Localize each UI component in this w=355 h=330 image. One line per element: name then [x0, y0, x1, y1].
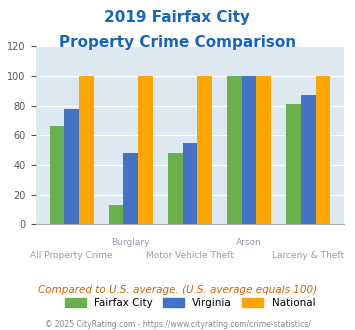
Bar — [64, 109, 79, 224]
Bar — [79, 76, 94, 224]
Bar — [256, 76, 271, 224]
Bar — [316, 76, 330, 224]
Bar — [124, 153, 138, 224]
Text: All Property Crime: All Property Crime — [31, 251, 113, 260]
Bar — [242, 76, 256, 224]
Bar — [50, 126, 64, 224]
Bar — [168, 153, 182, 224]
Text: © 2025 CityRating.com - https://www.cityrating.com/crime-statistics/: © 2025 CityRating.com - https://www.city… — [45, 320, 310, 329]
Text: Compared to U.S. average. (U.S. average equals 100): Compared to U.S. average. (U.S. average … — [38, 285, 317, 295]
Bar — [301, 95, 316, 224]
Bar — [182, 143, 197, 224]
Bar — [286, 104, 301, 224]
Text: Burglary: Burglary — [111, 238, 150, 247]
Bar — [227, 76, 242, 224]
Text: 2019 Fairfax City: 2019 Fairfax City — [104, 10, 251, 25]
Text: Arson: Arson — [236, 238, 262, 247]
Legend: Fairfax City, Virginia, National: Fairfax City, Virginia, National — [61, 294, 319, 312]
Bar — [197, 76, 212, 224]
Bar — [109, 205, 124, 224]
Bar — [138, 76, 153, 224]
Text: Larceny & Theft: Larceny & Theft — [272, 251, 344, 260]
Text: Property Crime Comparison: Property Crime Comparison — [59, 35, 296, 50]
Text: Motor Vehicle Theft: Motor Vehicle Theft — [146, 251, 234, 260]
